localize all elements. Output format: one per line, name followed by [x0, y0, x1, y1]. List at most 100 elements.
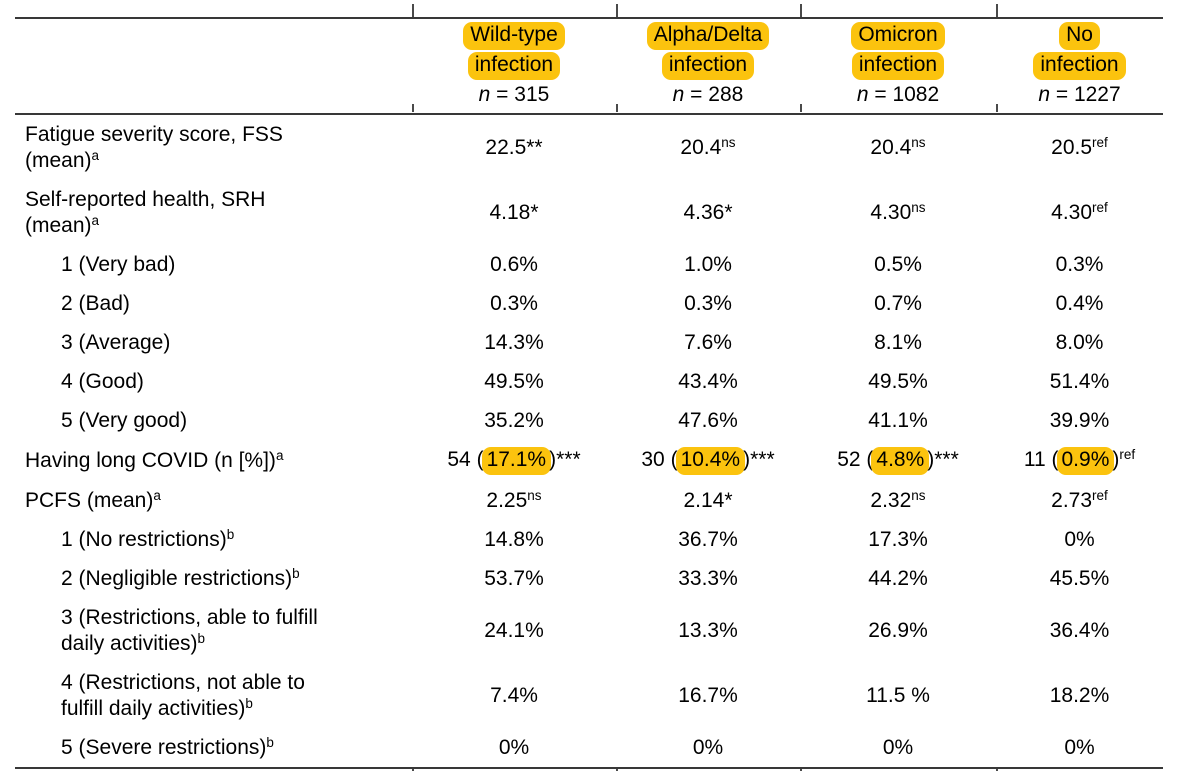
value-text: 0.3% — [490, 291, 538, 315]
value-text: 47.6% — [678, 408, 738, 432]
value-cell: 22.5** — [412, 114, 616, 180]
value-text: 4.18* — [489, 200, 539, 224]
footnote-superscript: b — [292, 565, 300, 581]
row-label: 5 (Very good) — [15, 401, 412, 440]
footnote-superscript: a — [91, 147, 100, 163]
significance-superscript: ref — [1092, 487, 1108, 503]
value-text: 41.1% — [868, 408, 928, 432]
value-text: 2.32 — [870, 488, 912, 512]
row-label: 3 (Average) — [15, 323, 412, 362]
significance-superscript: ref — [1092, 134, 1108, 150]
significance-superscript: ns — [527, 487, 542, 503]
value-text-after: ) — [1112, 447, 1120, 471]
value-cell: 17.3% — [800, 520, 996, 559]
row-label-text: 4 (Restrictions, not able to fulfill dai… — [61, 670, 305, 720]
value-cell: 0.3% — [996, 245, 1163, 284]
value-cell: 20.4ns — [616, 114, 800, 180]
value-cell: 24.1% — [412, 598, 616, 663]
value-text: 14.8% — [484, 527, 544, 551]
footnote-superscript: a — [275, 447, 284, 463]
n-value: = 288 — [684, 83, 744, 106]
bottom-rule-tick — [616, 769, 618, 771]
group-column-header: Wild-type infection n = 315 — [412, 18, 616, 115]
value-text: 0.5% — [874, 252, 922, 276]
highlight-mark: No — [1059, 22, 1100, 50]
value-text: 26.9% — [868, 618, 928, 642]
sample-size: n = 315 — [412, 81, 616, 109]
value-text: 4.30 — [1051, 200, 1093, 224]
table-row: 5 (Severe restrictions)b 0% 0% 0% 0% — [15, 728, 1163, 768]
n-value: = 1082 — [868, 83, 940, 106]
value-cell: 43.4% — [616, 362, 800, 401]
value-cell: 26.9% — [800, 598, 996, 663]
footnote-superscript: a — [153, 487, 161, 503]
value-text: 0% — [1064, 527, 1095, 551]
value-text: 30 ( — [641, 447, 678, 471]
value-cell: 20.5ref — [996, 114, 1163, 180]
row-label-text: 3 (Average) — [61, 330, 171, 354]
header-rule-tick — [996, 104, 998, 112]
value-cell: 0.6% — [412, 245, 616, 284]
value-text: 2.25 — [486, 488, 528, 512]
n-value: = 315 — [490, 83, 550, 106]
value-text: 0.4% — [1055, 291, 1104, 315]
header-line: Omicron — [800, 21, 996, 51]
highlight-mark: 17.1% — [481, 446, 552, 475]
group-column-header: Alpha/Delta infection n = 288 — [616, 18, 800, 115]
value-cell: 14.3% — [412, 323, 616, 362]
table-row: Having long COVID (n [%])a 54 (17.1%)*** 3… — [15, 440, 1163, 481]
value-text: 35.2% — [484, 408, 544, 432]
highlight-mark: infection — [851, 52, 945, 80]
value-text: 0.7% — [874, 291, 922, 315]
top-rule-tick — [616, 4, 618, 17]
value-cell: 8.1% — [800, 323, 996, 362]
value-cell: 49.5% — [800, 362, 996, 401]
header-line: Wild-type — [412, 21, 616, 51]
value-cell: 16.7% — [616, 663, 800, 728]
value-cell: 14.8% — [412, 520, 616, 559]
header-line: infection — [996, 51, 1163, 81]
value-cell: 11 (0.9%)ref — [996, 440, 1163, 481]
value-text: 36.4% — [1049, 618, 1110, 642]
row-label: 1 (Very bad) — [15, 245, 412, 284]
row-label: Self-reported health, SRH (mean)a — [15, 180, 412, 245]
row-label-text: 1 (No restrictions) — [61, 527, 227, 551]
value-cell: 0% — [412, 728, 616, 768]
header-rule-tick — [616, 104, 618, 112]
value-cell: 0% — [616, 728, 800, 768]
value-cell: 35.2% — [412, 401, 616, 440]
header-line: Alpha/Delta — [616, 21, 800, 51]
value-cell: 53.7% — [412, 559, 616, 598]
footnote-superscript: b — [266, 734, 274, 750]
value-text: 7.6% — [684, 330, 732, 354]
value-text: 36.7% — [678, 527, 738, 551]
value-cell: 30 (10.4%)*** — [616, 440, 800, 481]
sample-size: n = 1227 — [996, 81, 1163, 109]
row-label-text: 2 (Negligible restrictions) — [61, 566, 293, 590]
value-text: 13.3% — [678, 618, 738, 642]
n-symbol: n — [1038, 83, 1051, 106]
group-column-header: Omicron infection n = 1082 — [800, 18, 996, 115]
table-header: Wild-type infection n = 315 Alpha/Delta infe… — [15, 18, 1163, 115]
bottom-rule-tick — [412, 769, 414, 771]
significance-superscript: ns — [721, 134, 736, 150]
value-cell: 0.3% — [616, 284, 800, 323]
value-cell: 39.9% — [996, 401, 1163, 440]
value-text: 22.5** — [485, 135, 543, 159]
row-label-text: Fatigue severity score, FSS (mean) — [25, 122, 283, 172]
value-text: 0% — [1064, 735, 1095, 759]
value-cell: 2.14* — [616, 481, 800, 520]
value-text: 1.0% — [684, 252, 732, 276]
row-label-text: Having long COVID (n [%]) — [25, 448, 276, 472]
highlight-mark: Alpha/Delta — [646, 22, 770, 50]
value-text: 18.2% — [1049, 683, 1110, 707]
significance-superscript: ns — [911, 487, 926, 503]
header-row: Wild-type infection n = 315 Alpha/Delta infe… — [15, 18, 1163, 115]
value-text: 54 ( — [447, 447, 484, 471]
value-text: 49.5% — [868, 369, 928, 393]
table-row: 2 (Negligible restrictions)b 53.7% 33.3% 44… — [15, 559, 1163, 598]
row-label-text: 1 (Very bad) — [61, 252, 176, 276]
value-cell: 49.5% — [412, 362, 616, 401]
table-row: Self-reported health, SRH (mean)a 4.18* 4.… — [15, 180, 1163, 245]
value-text: 0% — [498, 735, 530, 759]
